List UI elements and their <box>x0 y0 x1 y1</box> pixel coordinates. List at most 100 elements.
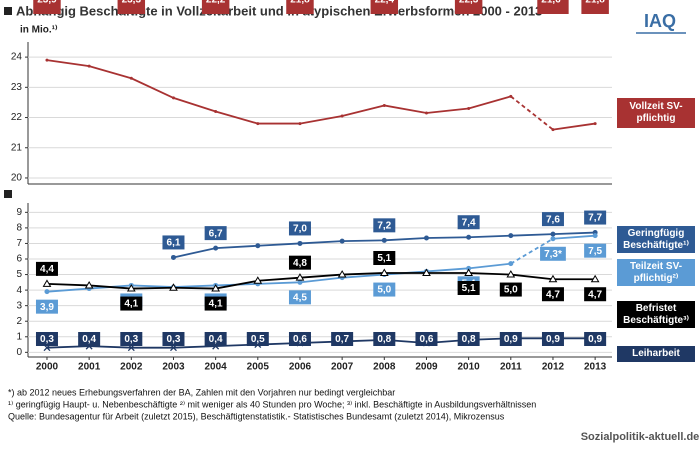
value-label: 5,0 <box>377 285 391 296</box>
marker <box>171 96 175 100</box>
value-label: 0,9 <box>588 334 602 345</box>
line <box>46 262 511 293</box>
x-tick-label: 2000 <box>36 362 59 373</box>
value-label: 0,3 <box>124 334 138 345</box>
value-label-box <box>541 332 564 346</box>
y-tick-label: 4 <box>16 285 22 296</box>
value-label-box <box>35 261 58 276</box>
value-label: 4,7 <box>588 289 602 300</box>
y-tick-label: 24 <box>11 52 23 63</box>
marker <box>509 94 513 98</box>
value-label: 7,3* <box>544 249 562 260</box>
x-tick-label: 2009 <box>415 362 438 373</box>
value-label-box <box>584 210 607 225</box>
value-label-box <box>78 332 101 346</box>
value-label-box <box>457 281 480 295</box>
marker <box>214 109 218 113</box>
value-label: 5,0 <box>504 285 518 296</box>
value-label-box <box>120 296 143 311</box>
marker <box>44 289 50 295</box>
x-tick-label: 2002 <box>120 362 143 373</box>
value-label: 7,4 <box>462 217 476 228</box>
value-label-box <box>540 246 566 261</box>
line <box>552 122 596 131</box>
value-label: 0,6 <box>420 334 434 345</box>
y-tick-label: 8 <box>16 223 22 234</box>
marker <box>422 268 431 276</box>
marker <box>87 64 91 68</box>
value-label: 6,7 <box>209 228 223 239</box>
marker <box>339 238 345 244</box>
marker <box>213 245 219 251</box>
value-label-box <box>204 332 227 346</box>
value-label-box <box>288 255 311 270</box>
value-label: 0,5 <box>251 334 265 345</box>
line <box>46 59 512 125</box>
y-tick-label: 21 <box>11 142 23 153</box>
marker <box>337 270 347 278</box>
marker <box>379 268 389 276</box>
value-label: 22,4 <box>375 0 395 6</box>
value-label: 22,2 <box>206 0 226 6</box>
marker <box>295 273 305 281</box>
y-tick-label: 7 <box>16 238 22 249</box>
value-label-box <box>457 215 480 230</box>
panel-marker <box>4 190 12 198</box>
marker <box>508 261 514 267</box>
value-label: 22,3 <box>459 0 479 6</box>
value-label: 0,4 <box>209 334 223 345</box>
value-label: 0,8 <box>462 334 476 345</box>
marker <box>211 284 221 292</box>
value-label-box <box>499 282 522 297</box>
value-label-box <box>541 212 564 227</box>
value-label: 4,4 <box>40 264 54 275</box>
y-tick-label: 5 <box>16 269 22 280</box>
marker <box>466 265 472 271</box>
legend-entry: Befristet Beschäftigte³⁾ <box>617 301 695 328</box>
x-tick-label: 2006 <box>289 362 312 373</box>
marker <box>382 103 386 107</box>
x-tick-label: 2001 <box>78 362 101 373</box>
marker <box>464 268 474 276</box>
value-label: 7,6 <box>546 214 560 225</box>
marker <box>550 231 556 237</box>
y-tick-label: 23 <box>11 82 23 93</box>
marker <box>551 128 555 132</box>
y-tick-label: 0 <box>16 347 22 358</box>
value-label-box <box>541 287 564 302</box>
y-tick-label: 20 <box>11 173 23 184</box>
marker <box>170 254 176 260</box>
logo-sozialpolitik: Sozialpolitik-aktuell.de <box>581 431 700 443</box>
line-dashed <box>510 95 554 131</box>
value-label-box <box>201 0 230 14</box>
legend-entry: Teilzeit SV-pflichtig²⁾ <box>617 259 695 286</box>
marker <box>340 114 344 118</box>
footnote: Quelle: Bundesagentur für Arbeit (zuletz… <box>8 411 505 421</box>
marker <box>593 122 597 126</box>
y-tick-label: 9 <box>16 207 22 218</box>
footnote: *) ab 2012 neues Erhebungsverfahren der … <box>8 387 395 397</box>
x-tick-label: 2007 <box>331 362 354 373</box>
value-label-box <box>537 0 569 14</box>
x-tick-label: 2013 <box>584 362 607 373</box>
marker <box>550 236 556 242</box>
marker <box>506 270 516 278</box>
value-label-box <box>584 243 607 258</box>
value-label-box <box>373 251 396 265</box>
value-label: 21,6* <box>541 0 564 6</box>
value-label: 7,7 <box>588 213 602 224</box>
value-label-box <box>373 332 396 346</box>
value-label-box <box>373 218 396 233</box>
value-label: 3,9 <box>40 302 54 313</box>
value-label-box <box>204 296 227 311</box>
value-label: 4,1 <box>209 299 223 310</box>
value-label: 5,1 <box>377 253 391 264</box>
x-tick-label: 2004 <box>205 362 228 373</box>
value-label-box <box>584 332 607 346</box>
value-label-box <box>35 299 58 314</box>
marker <box>297 279 303 285</box>
marker <box>297 240 303 246</box>
marker <box>169 283 178 291</box>
value-label-box <box>246 332 269 346</box>
x-tick-label: 2012 <box>542 362 565 373</box>
